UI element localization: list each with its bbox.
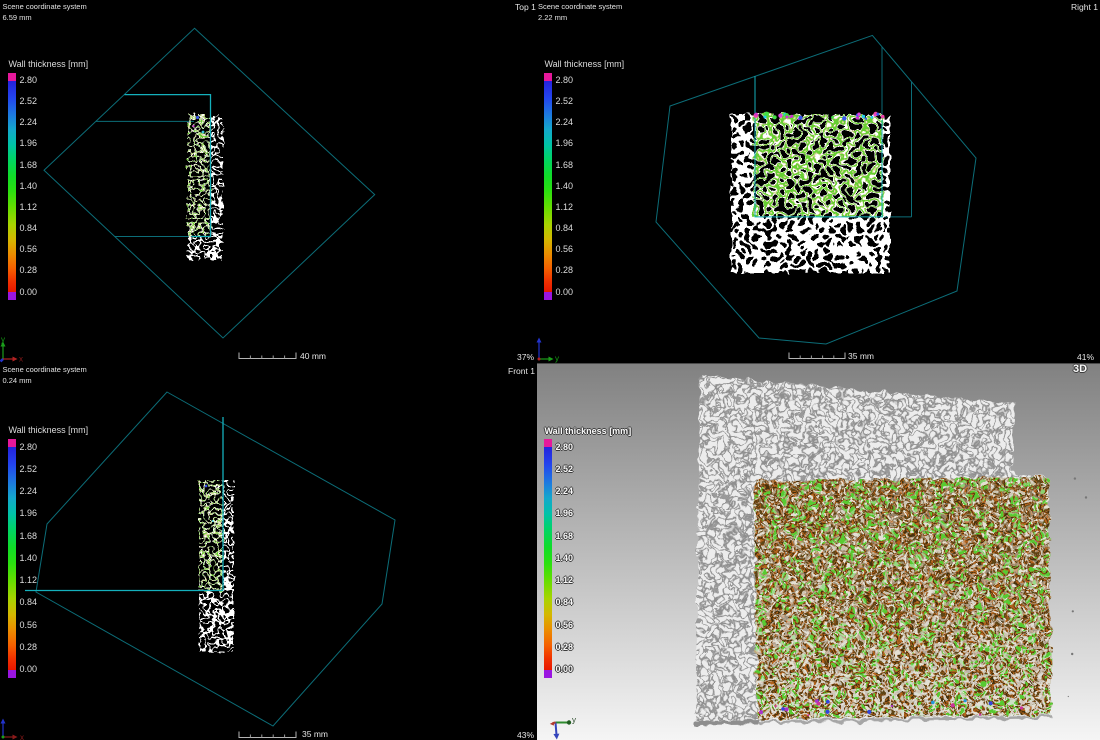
svg-text:y: y — [555, 354, 559, 363]
svg-text:y: y — [1, 335, 5, 344]
svg-text:x: x — [20, 733, 24, 740]
svg-text:y: y — [572, 716, 576, 725]
svg-text:x: x — [19, 355, 23, 364]
